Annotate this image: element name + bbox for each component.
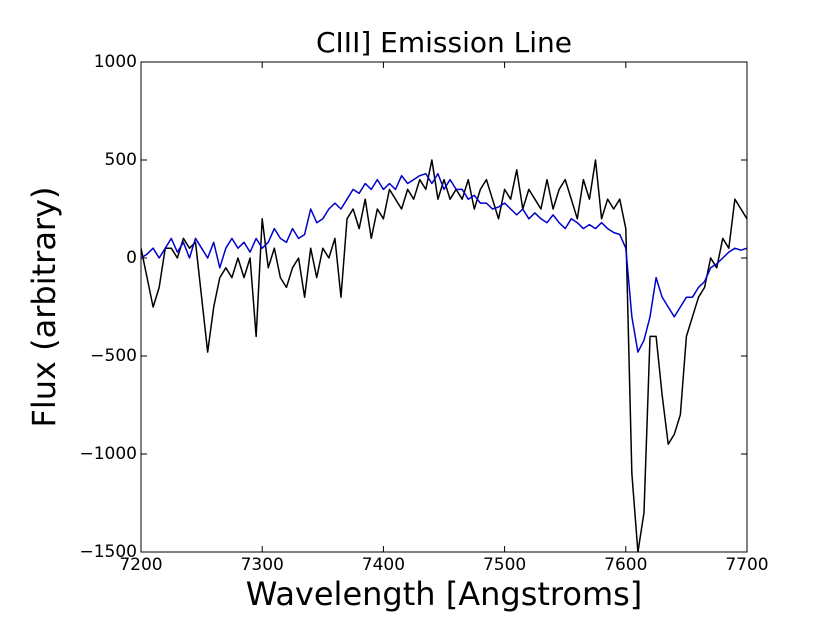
y-tick-label: −1000 [79,444,137,464]
y-tick-label: 500 [105,150,137,170]
x-tick-label: 7700 [725,555,768,575]
plot-lines [141,159,747,552]
x-tick-label: 7300 [241,555,284,575]
data-line [141,172,747,353]
x-tick-label: 7200 [119,555,162,575]
y-axis-label: Flux (arbitrary) [25,186,63,427]
data-line [141,159,747,552]
plot-frame [140,61,748,553]
x-axis-label: Wavelength [Angstroms] [246,575,643,613]
x-tick-label: 7400 [362,555,405,575]
x-tick-label: 7500 [483,555,526,575]
y-tick-label: 1000 [94,52,137,72]
y-tick-label: −1500 [79,542,137,562]
chart-title: CIII] Emission Line [316,26,572,59]
x-tick-label: 7600 [604,555,647,575]
y-tick-label: −500 [90,346,137,366]
y-tick-label: 0 [126,248,137,268]
